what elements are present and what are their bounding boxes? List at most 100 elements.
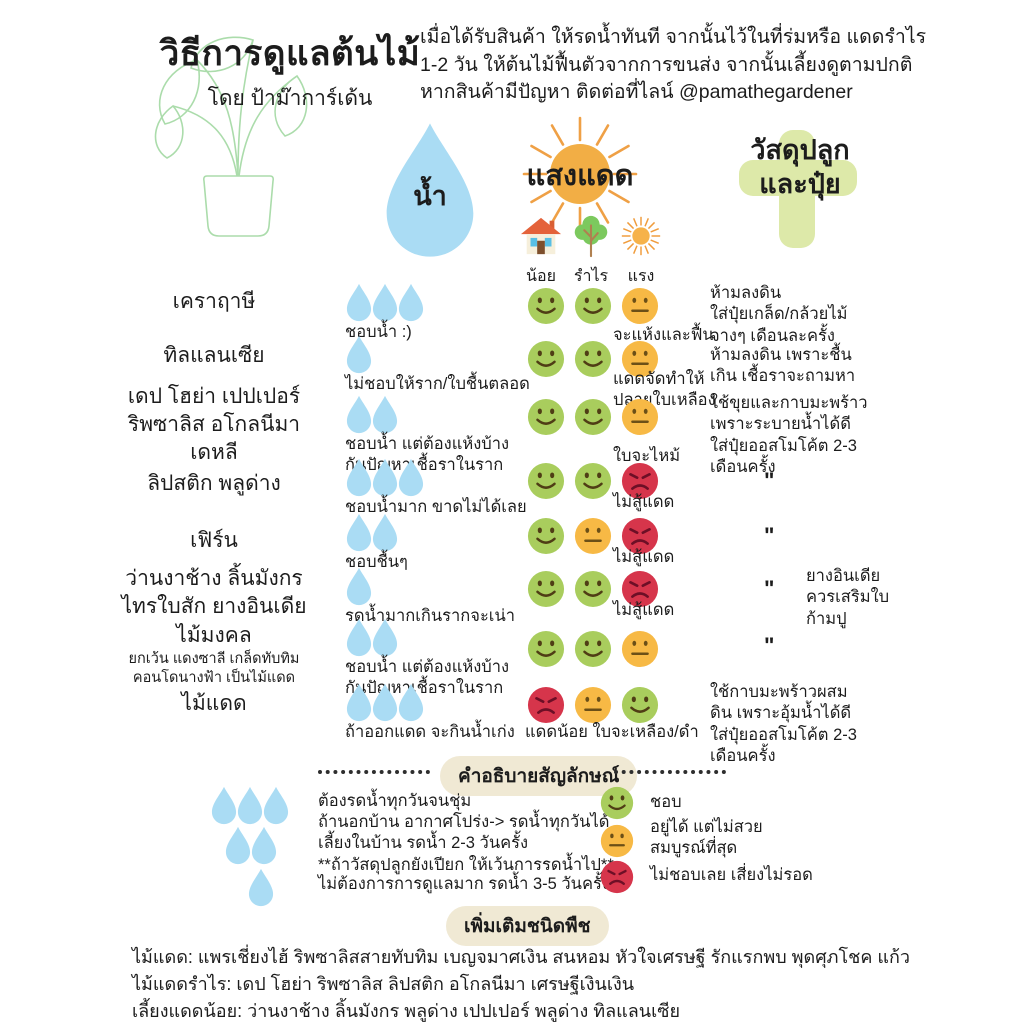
material-note-ditto: ": [764, 523, 775, 548]
extra-line-low-light-plants: เลี้ยงแดดน้อย: ว่านงาช้าง ลิ้นมังกร พลูด…: [132, 1001, 681, 1021]
angry-face-icon: [527, 686, 565, 724]
water-note: ถ้าออกแดด จะกินน้ำเก่ง: [345, 723, 515, 741]
water-drop-icon: [224, 826, 252, 865]
water-drops: [345, 335, 371, 374]
material-column-label-line2: และปุ๋ย: [759, 168, 841, 199]
angry-face-icon: [600, 860, 634, 894]
neutral-face-icon: [621, 630, 659, 668]
happy-face-icon: [574, 630, 612, 668]
tree-icon: [570, 214, 612, 258]
legend-title-pill: คำอธิบายสัญลักษณ์: [440, 756, 638, 796]
extra-line-filtered-plants: ไม้แดดรำไร: เดป โฮย่า ริพซาลิส ลิปสติก อ…: [132, 974, 635, 994]
material-note-ditto: ": [764, 576, 775, 601]
legend-drops-3: [210, 786, 288, 825]
sun-note: จะแห้งและฟื้น: [613, 326, 714, 344]
sun-note: ใบจะไหม้: [613, 447, 681, 465]
sun-level-low: น้อย: [516, 214, 566, 289]
material-side-note: ยางอินเดีย ควรเสริมใบ ก้ามปู: [806, 567, 890, 628]
happy-face-icon: [574, 570, 612, 608]
sun-note: แดดน้อย ใบจะเหลือง/ดำ: [525, 723, 699, 741]
water-note: รดน้ำมากเกินรากจะเน่า: [345, 607, 515, 625]
water-drop-icon: [371, 283, 399, 322]
water-drop-icon: [345, 395, 373, 434]
water-drops: [345, 683, 423, 722]
plant-name: ทิลแลนเซีย: [163, 344, 265, 367]
water-note: ชอบน้ำมาก ขาดไม่ได้เลย: [345, 498, 527, 516]
happy-face-icon: [574, 340, 612, 378]
dotted-divider-right: [614, 770, 726, 774]
water-drops: [345, 395, 397, 434]
material-note: ใช้ขุยและกาบมะพร้าว เพราะระบายน้ำได้ดี ใ…: [710, 394, 868, 477]
extra-plants-title-pill: เพิ่มเติมชนิดพืช: [446, 906, 609, 946]
water-column-header: น้ำ: [380, 120, 480, 260]
legend-drops-2-text: ถ้านอกบ้าน อากาศโปร่ง-> รดน้ำทุกวันได้ เ…: [318, 813, 614, 874]
sun-rating-faces: [527, 398, 668, 436]
sun-rating-faces: [527, 287, 668, 325]
happy-face-icon: [527, 287, 565, 325]
legend-drops-1-text: ไม่ต้องการการดูแลมาก รดน้ำ 3-5 วันครั้ง: [318, 875, 610, 893]
sunlight-column-label: แสงแดด: [526, 160, 634, 192]
sun-note: ไม่สู้แดด: [613, 601, 675, 619]
plant-name: ไม้แดด: [181, 692, 247, 715]
water-drop-icon: [397, 458, 425, 497]
water-drop-icon: [371, 618, 399, 657]
water-note: ชอบน้ำ :): [345, 323, 412, 341]
neutral-face-icon: [600, 824, 634, 858]
material-column-header: วัสดุปลูก และปุ๋ย: [715, 130, 885, 250]
legend-face-happy: [600, 786, 643, 820]
water-drops: [345, 513, 397, 552]
legend-face-happy-text: ชอบ: [650, 793, 682, 811]
legend-face-neutral: [600, 824, 643, 858]
water-drop-icon: [247, 868, 275, 907]
material-note-ditto: ": [764, 468, 775, 493]
water-drop-icon: [262, 786, 290, 825]
legend-drops-1: [247, 868, 273, 907]
water-drop-icon: [345, 458, 373, 497]
extra-line-sun-plants: ไม้แดด: แพรเชี่ยงไฮ้ ริพซาลิสสายทับทิม เ…: [132, 947, 911, 967]
sun-level-scale: น้อย รำไร แรง: [516, 214, 666, 289]
water-drop-icon: [371, 513, 399, 552]
plus-shape-horizontal: [739, 160, 857, 196]
water-drop-icon: [371, 458, 399, 497]
water-drop-icon: [345, 513, 373, 552]
material-note-ditto: ": [764, 633, 775, 658]
water-note: ไม่ชอบให้ราก/ใบชื้นตลอด: [345, 375, 530, 393]
neutral-face-icon: [574, 686, 612, 724]
neutral-face-icon: [621, 398, 659, 436]
plant-name: เดป โฮย่า เปปเปอร์ ริพซาลิส อโกลนีมา เดห…: [127, 385, 301, 464]
sun-level-filtered: รำไร: [566, 214, 616, 289]
water-column-label: น้ำ: [413, 181, 447, 211]
material-note: ใช้กาบมะพร้าวผสม ดิน เพราะอุ้มน้ำได้ดี ใ…: [710, 683, 857, 766]
happy-face-icon: [527, 517, 565, 555]
water-drop-icon: [397, 283, 425, 322]
water-drop-icon: [345, 618, 373, 657]
sun-level-strong: แรง: [616, 214, 666, 289]
plant-name: เคราฤาษี: [172, 290, 256, 313]
happy-face-icon: [574, 462, 612, 500]
water-drop-icon: [236, 786, 264, 825]
sun-level-filtered-label: รำไร: [573, 268, 609, 285]
sun-rating-faces: [527, 630, 668, 668]
happy-face-icon: [527, 570, 565, 608]
sun-note: ไม่สู้แดด: [613, 548, 675, 566]
happy-face-icon: [574, 398, 612, 436]
happy-face-icon: [527, 462, 565, 500]
neutral-face-icon: [621, 287, 659, 325]
material-note: ห้ามลงดิน ใส่ปุ๋ยเกล็ด/กล้วยไม้ จางๆ เดื…: [710, 284, 848, 345]
water-drop-icon: [345, 683, 373, 722]
happy-face-icon: [527, 340, 565, 378]
legend-face-angry-text: ไม่ชอบเลย เสี่ยงไม่รอด: [650, 866, 813, 884]
material-column-label-line1: วัสดุปลูก: [750, 135, 850, 165]
happy-face-icon: [621, 686, 659, 724]
water-drops: [345, 458, 423, 497]
plant-name: ลิปสติก พลูด่าง: [147, 472, 281, 495]
happy-face-icon: [574, 287, 612, 325]
happy-face-icon: [600, 786, 634, 820]
byline: โดย ป้าม๊าการ์เด้น: [207, 87, 373, 110]
legend-face-neutral-text: อยู่ได้ แต่ไม่สวย สมบูรณ์ที่สุด: [650, 818, 763, 858]
water-drops: [345, 567, 371, 606]
water-drop-icon: [397, 683, 425, 722]
legend-face-angry: [600, 860, 643, 894]
plant-name: ว่านงาช้าง ลิ้นมังกร ไทรใบสัก ยางอินเดีย: [121, 567, 307, 618]
